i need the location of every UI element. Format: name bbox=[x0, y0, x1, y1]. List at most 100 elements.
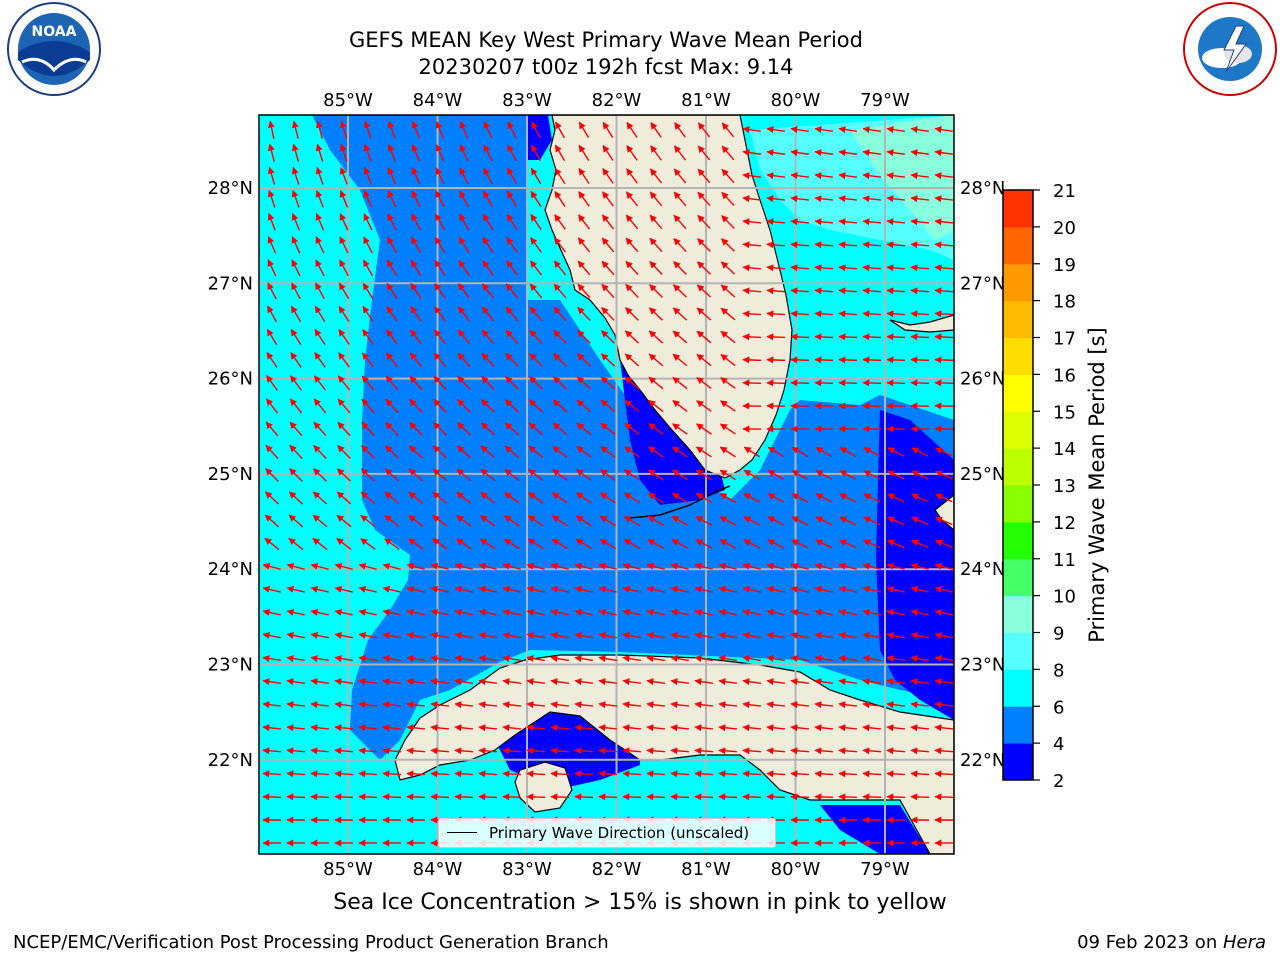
wave-arrow bbox=[361, 421, 375, 437]
wave-arrow bbox=[526, 724, 546, 732]
wave-arrow bbox=[791, 493, 809, 503]
wave-arrow bbox=[310, 585, 329, 593]
wave-arrow bbox=[862, 655, 881, 663]
wave-arrow bbox=[386, 306, 398, 322]
wave-arrow bbox=[742, 333, 762, 341]
wave-arrow bbox=[674, 122, 686, 138]
wave-arrow bbox=[910, 218, 930, 226]
wave-arrow bbox=[694, 770, 714, 778]
wave-arrow bbox=[454, 562, 473, 570]
wave-arrow bbox=[334, 585, 353, 593]
wave-arrow bbox=[697, 214, 711, 230]
wave-arrow bbox=[910, 562, 929, 570]
wave-arrow bbox=[697, 238, 711, 252]
colorbar bbox=[1002, 189, 1034, 781]
wave-arrow bbox=[506, 190, 518, 208]
wave-arrow bbox=[310, 655, 329, 663]
wave-arrow bbox=[310, 632, 329, 639]
wave-arrow bbox=[791, 516, 809, 526]
wave-arrow bbox=[454, 609, 473, 616]
wave-arrow bbox=[267, 259, 277, 277]
wave-arrow bbox=[575, 492, 592, 504]
wave-arrow bbox=[721, 238, 735, 252]
wave-arrow bbox=[720, 353, 736, 367]
wave-arrow bbox=[863, 516, 881, 526]
wave-arrow bbox=[480, 422, 496, 436]
wave-arrow bbox=[720, 261, 736, 275]
wave-arrow bbox=[650, 122, 662, 138]
wave-arrow bbox=[478, 793, 498, 801]
wave-arrow bbox=[766, 585, 785, 593]
wave-arrow bbox=[478, 585, 497, 593]
wave-arrow bbox=[934, 609, 953, 616]
wave-arrow bbox=[430, 724, 450, 732]
wave-arrow bbox=[600, 376, 616, 390]
wave-arrow bbox=[406, 747, 426, 755]
wave-arrow bbox=[838, 609, 857, 616]
wave-arrow bbox=[934, 241, 954, 249]
wave-arrow bbox=[862, 126, 882, 134]
wave-arrow bbox=[910, 655, 929, 663]
wave-arrow bbox=[719, 516, 737, 526]
wave-arrow bbox=[384, 468, 400, 482]
wave-arrow bbox=[554, 121, 566, 139]
wave-arrow bbox=[551, 538, 569, 550]
wave-arrow bbox=[934, 310, 954, 318]
colorbar-tick-label: 6 bbox=[1053, 697, 1064, 718]
wave-arrow bbox=[839, 516, 857, 526]
wave-arrow bbox=[430, 793, 450, 801]
wave-arrow bbox=[358, 585, 377, 593]
wave-arrow bbox=[814, 609, 833, 616]
wave-arrow bbox=[911, 516, 929, 526]
wave-arrow bbox=[602, 191, 614, 207]
wave-arrow bbox=[622, 585, 641, 593]
wave-arrow bbox=[766, 562, 785, 570]
wave-arrow bbox=[363, 120, 372, 139]
wave-arrow bbox=[310, 747, 330, 755]
wave-arrow bbox=[288, 537, 304, 551]
wave-arrow bbox=[435, 144, 445, 162]
wave-arrow bbox=[671, 515, 689, 527]
colorbar-tick-label: 14 bbox=[1053, 439, 1076, 460]
wave-arrow bbox=[646, 724, 666, 732]
wave-arrow bbox=[766, 655, 785, 663]
wave-arrow bbox=[622, 609, 641, 616]
wave-arrow bbox=[387, 120, 396, 139]
colorbar-tick-label: 13 bbox=[1053, 476, 1076, 497]
wave-arrow bbox=[408, 445, 424, 459]
wave-arrow bbox=[718, 793, 738, 801]
wave-arrow bbox=[670, 609, 689, 616]
wave-arrow bbox=[411, 120, 420, 139]
wave-arrow bbox=[408, 468, 424, 482]
wave-arrow bbox=[646, 701, 666, 709]
wave-arrow bbox=[887, 516, 905, 526]
wave-arrow bbox=[455, 538, 472, 550]
wave-arrow bbox=[886, 585, 905, 593]
wave-arrow bbox=[718, 701, 738, 709]
wave-arrow bbox=[286, 632, 305, 639]
colorbar-tick-label: 2 bbox=[1053, 771, 1064, 792]
wave-arrow bbox=[766, 241, 786, 249]
wave-arrow bbox=[578, 214, 590, 230]
colorbar-swatch bbox=[1003, 595, 1033, 633]
wave-arrow bbox=[886, 609, 905, 616]
wave-arrow bbox=[363, 213, 373, 231]
wave-arrow bbox=[550, 724, 570, 732]
wave-arrow bbox=[886, 379, 906, 387]
lat-tick-label: 28°N bbox=[960, 178, 1005, 199]
wave-arrow bbox=[358, 770, 378, 778]
wave-arrow bbox=[411, 213, 421, 231]
wave-arrow bbox=[577, 306, 591, 322]
wave-arrow bbox=[935, 539, 953, 549]
noaa-logo: NOAA bbox=[7, 2, 101, 96]
wave-arrow bbox=[766, 747, 786, 755]
wave-arrow bbox=[289, 421, 303, 437]
wave-arrow bbox=[410, 306, 422, 322]
wave-arrow bbox=[457, 399, 471, 413]
wave-arrow bbox=[408, 538, 424, 550]
wave-arrow bbox=[385, 422, 399, 436]
chart-title: GEFS MEAN Key West Primary Wave Mean Per… bbox=[349, 28, 863, 52]
wave-arrow bbox=[576, 422, 592, 436]
wave-arrow bbox=[266, 328, 278, 346]
wave-arrow bbox=[601, 330, 615, 344]
